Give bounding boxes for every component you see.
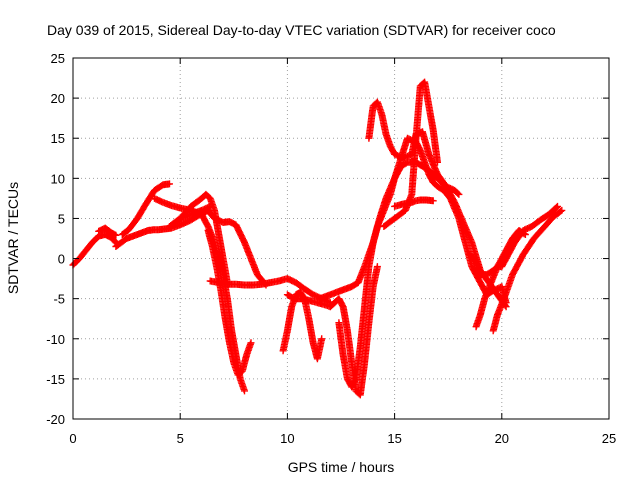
y-tick-label: 25 [51, 51, 65, 66]
y-tick-label: -20 [46, 412, 65, 427]
data-point [247, 339, 255, 347]
data-point [318, 335, 326, 343]
y-axis-label: SDTVAR / TECUs [5, 182, 21, 294]
x-tick-label: 25 [602, 431, 616, 446]
data-point [520, 230, 528, 238]
data-series [365, 98, 510, 311]
chart-title: Day 039 of 2015, Sidereal Day-to-day VTE… [47, 22, 556, 38]
data-series [204, 227, 255, 379]
data-series [166, 202, 214, 230]
data-point [434, 158, 441, 166]
data-series [176, 190, 231, 287]
data-point [373, 263, 381, 271]
y-tick-label: 5 [58, 211, 65, 226]
data-point [429, 197, 437, 205]
data-point [166, 180, 173, 188]
data-series [391, 196, 437, 210]
data-point [454, 189, 462, 197]
x-axis-label: GPS time / hours [288, 459, 395, 475]
data-series [335, 134, 510, 391]
data-series [489, 206, 566, 335]
axis-ticks: 0 5 10 15 20 25 -20 -15 -10 -5 0 5 10 15 20 25 [46, 51, 616, 446]
y-tick-label: 10 [51, 171, 65, 186]
data-point [206, 202, 214, 210]
data-series [118, 180, 173, 238]
data-point [112, 231, 120, 239]
y-tick-label: 15 [51, 131, 65, 146]
data-series [95, 224, 120, 239]
data-series [206, 275, 334, 307]
grid [73, 58, 609, 419]
y-tick-label: -10 [46, 332, 65, 347]
x-tick-label: 15 [387, 431, 401, 446]
data-point [241, 387, 248, 395]
data-series [472, 227, 529, 331]
data-point [205, 203, 213, 211]
data-point [553, 203, 560, 211]
x-tick-label: 10 [280, 431, 294, 446]
y-tick-label: -5 [53, 292, 65, 307]
y-tick-label: -15 [46, 372, 65, 387]
data-point [455, 190, 463, 198]
data-point [558, 206, 566, 214]
data-series [69, 231, 120, 269]
data-point [111, 238, 119, 245]
x-tick-label: 5 [177, 431, 184, 446]
data-point [554, 202, 561, 210]
x-tick-label: 20 [495, 431, 509, 446]
data-point [557, 207, 565, 215]
y-tick-label: 20 [51, 91, 65, 106]
x-tick-label: 0 [69, 431, 76, 446]
data-point [521, 231, 529, 238]
y-tick-label: 0 [58, 252, 65, 267]
plot-frame [72, 57, 610, 420]
data-points [69, 78, 566, 399]
